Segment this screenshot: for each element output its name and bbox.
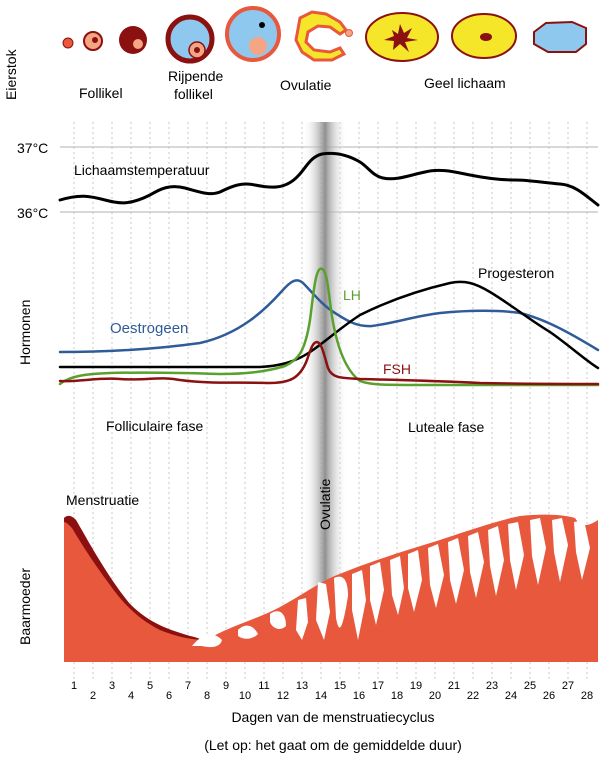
menstruation-label: Menstruatie	[66, 492, 139, 508]
lh-label: LH	[343, 287, 361, 303]
uterus-section-label: Baarmoeder	[17, 568, 33, 645]
ovulation-follicle-icon	[294, 10, 353, 62]
uterine-glands	[192, 518, 590, 648]
x-axis: 1234567891011121314151617181920212223242…	[71, 680, 593, 702]
ovulation-band-label: Ovulatie	[317, 478, 333, 530]
ripening-follicle-label-1: Rijpende	[168, 68, 223, 84]
day-tick-label: 11	[258, 680, 269, 692]
luteal-phase-label: Luteale fase	[408, 419, 484, 435]
lh-line	[58, 267, 600, 387]
day-tick-label: 17	[372, 680, 384, 692]
day-tick-label: 20	[429, 690, 441, 702]
follicular-phase-label: Folliculaire fase	[106, 418, 203, 434]
body-temperature-label: Lichaamstemperatuur	[74, 162, 210, 178]
day-tick-label: 4	[128, 690, 134, 702]
fsh-label: FSH	[383, 361, 411, 377]
day-tick-label: 24	[505, 690, 517, 702]
day-tick-label: 7	[185, 680, 191, 692]
day-tick-label: 8	[204, 690, 210, 702]
day-tick-label: 23	[486, 680, 498, 692]
progesterone-label: Progesteron	[478, 265, 554, 281]
day-tick-label: 19	[410, 680, 422, 692]
day-tick-label: 12	[277, 690, 289, 702]
estrogen-label: Oestrogeen	[110, 320, 188, 337]
follicle-icon-small	[62, 26, 147, 54]
ovulation-band	[303, 122, 347, 662]
day-tick-label: 16	[353, 690, 365, 702]
menstrual-blood	[64, 515, 206, 640]
day-tick-label: 14	[315, 690, 327, 702]
hormones-section-label: Hormonen	[17, 300, 33, 365]
body-temperature-line	[58, 151, 600, 207]
hormones-section: Hormonen LH Oestrogeen Progesteron FSH F…	[17, 265, 600, 530]
day-tick-label: 2	[90, 690, 96, 702]
ovary-section-label: Eierstok	[3, 48, 19, 100]
fsh-line	[58, 340, 600, 386]
uterus-section: Baarmoeder Menstruatie	[17, 492, 598, 662]
x-axis-title: Dagen van de menstruatiecyclus	[231, 709, 434, 725]
estrogen-line	[58, 279, 600, 354]
ovulation-top-label: Ovulatie	[280, 77, 332, 93]
day-tick-label: 3	[109, 680, 115, 692]
uterine-lining	[64, 514, 598, 662]
day-tick-label: 21	[448, 680, 460, 692]
day-tick-label: 6	[166, 690, 172, 702]
day-tick-label: 10	[239, 690, 251, 702]
day-tick-label: 13	[296, 680, 308, 692]
day-tick-label: 9	[223, 680, 229, 692]
temp-37-label: 37°C	[17, 140, 48, 156]
day-tick-label: 26	[543, 690, 555, 702]
ovary-row: Eierstok Follikel Rij	[3, 6, 587, 102]
footnote: (Let op: het gaat om de gemiddelde duur)	[204, 737, 462, 753]
day-tick-label: 22	[467, 690, 479, 702]
corpus-luteum-label: Geel lichaam	[424, 75, 506, 91]
day-tick-label: 5	[147, 680, 153, 692]
day-tick-label: 28	[581, 690, 593, 702]
day-tick-label: 25	[524, 680, 536, 692]
day-tick-label: 15	[334, 680, 346, 692]
ripening-follicle-label-2: follikel	[174, 86, 213, 102]
follicle-label: Follikel	[79, 85, 123, 101]
temp-36-label: 36°C	[17, 205, 48, 221]
day-tick-label: 27	[562, 680, 574, 692]
temperature-section: 37°C 36°C Lichaamstemperatuur	[17, 140, 600, 221]
ripening-follicle-icon	[165, 6, 281, 64]
day-tick-label: 18	[391, 690, 403, 702]
day-tick-label: 1	[71, 680, 77, 692]
corpus-luteum-icon	[365, 12, 587, 62]
